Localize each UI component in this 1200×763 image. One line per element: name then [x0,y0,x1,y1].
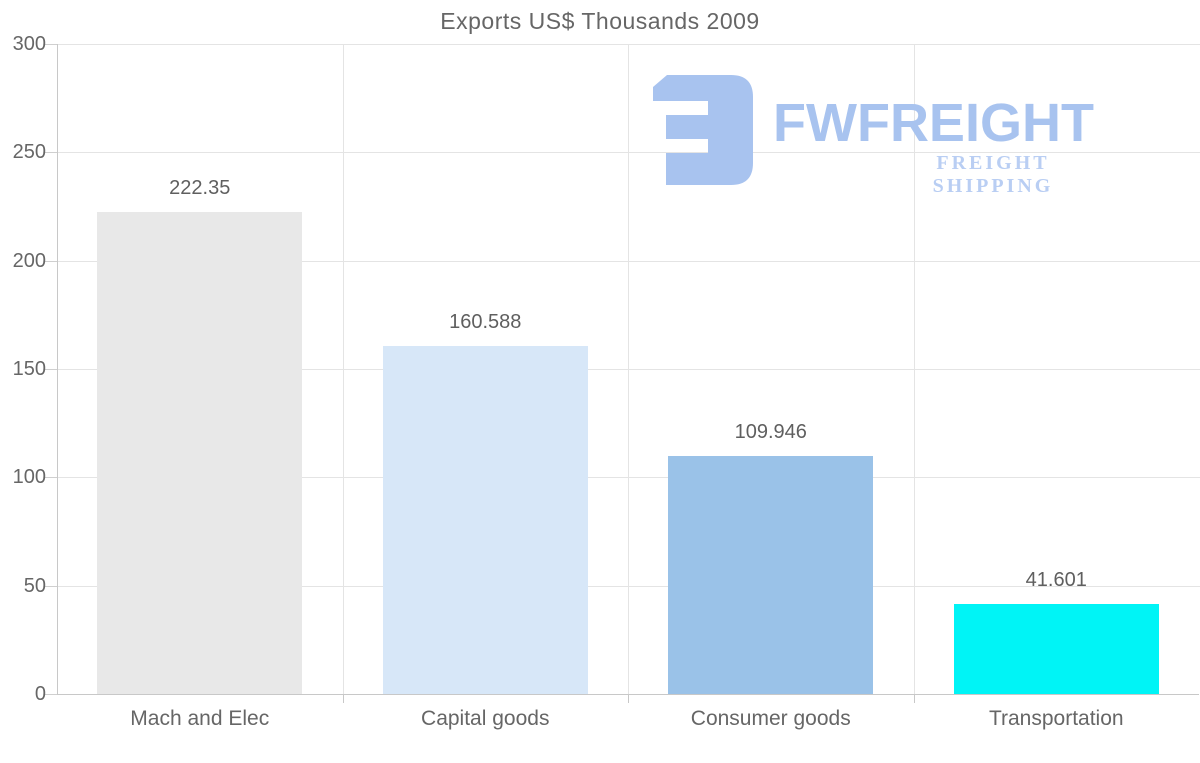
ytick-mark-50 [45,585,57,587]
ytick-label-0: 0 [34,683,46,705]
bar-value-label-mach-and-elec: 222.35 [169,177,231,200]
watermark-logo: FWFREIGHT FREIGHT SHIPPING [645,68,1165,197]
category-label-capital-goods: Capital goods [421,707,550,730]
ytick-mark-300 [45,44,57,45]
bar-value-label-transportation: 41.601 [1025,568,1087,591]
category-label-mach-and-elec: Mach and Elec [130,707,270,730]
ytick-mark-200 [45,260,57,262]
y-axis-line [57,44,58,694]
bar-mach-and-elec[interactable] [97,212,303,694]
gridline-x-2 [628,44,629,694]
ytick-mark-0 [45,694,57,695]
ytick-label-200: 200 [12,249,46,272]
gridline-x-3 [913,44,915,694]
ytick-label-250: 250 [12,141,46,164]
chart-title: Exports US$ Thousands 2009 [440,8,760,34]
ytick-mark-100 [45,477,57,479]
xtick-mark-3 [913,694,915,703]
bar-value-label-consumer-goods: 109.946 [734,420,807,443]
ytick-mark-150 [45,369,57,370]
category-label-transportation: Transportation [988,707,1124,730]
x-axis-line [57,694,1199,695]
watermark-tagline-text: FREIGHT SHIPPING [932,152,1054,197]
ytick-label-100: 100 [12,466,46,489]
ytick-label-50: 50 [23,574,46,597]
ytick-mark-250 [45,152,57,154]
bar-value-label-capital-goods: 160.588 [449,311,522,334]
bar-consumer-goods[interactable] [668,455,874,694]
watermark-brand-text: FWFREIGHT [773,93,1094,153]
bar-capital-goods[interactable] [382,346,588,694]
ytick-label-150: 150 [12,358,46,380]
bar-transportation[interactable] [953,603,1159,694]
xtick-mark-2 [628,694,629,703]
gridline-x-1 [342,44,344,694]
ytick-label-300: 300 [12,33,46,55]
xtick-mark-1 [342,694,344,703]
fwfreight-logo-icon [653,75,753,185]
category-label-consumer-goods: Consumer goods [690,707,851,730]
